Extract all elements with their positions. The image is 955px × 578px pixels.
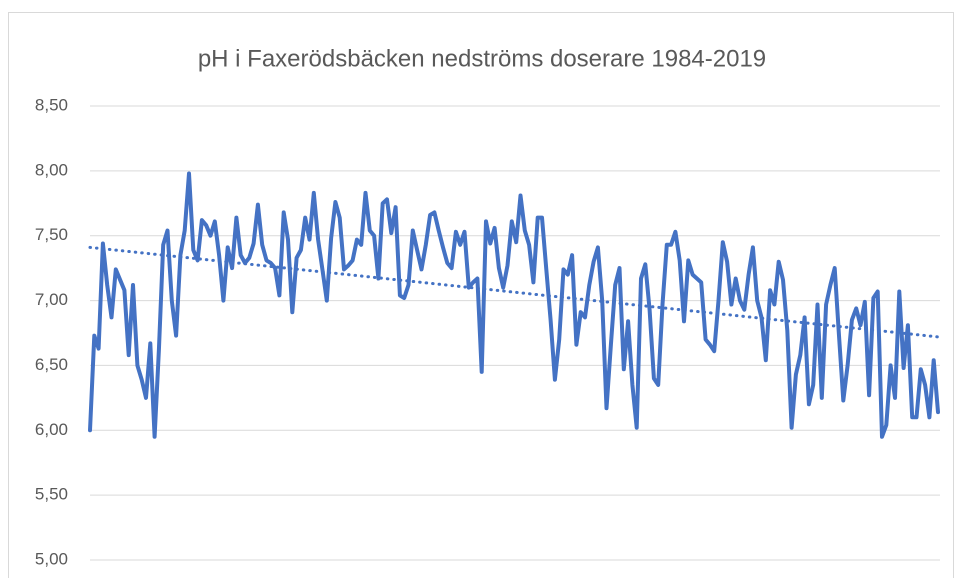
chart-frame [8,12,954,578]
trendline [88,245,940,339]
chart-title: pH i Faxerödsbäcken nedströms doserare 1… [198,45,766,72]
y-tick-label: 6,50 [35,355,68,374]
y-tick-label: 5,50 [35,485,68,504]
y-tick-label: 8,50 [35,95,68,114]
y-tick-label: 7,50 [35,225,68,244]
y-tick-label: 7,00 [35,290,68,309]
data-line [88,171,940,439]
y-tick-label: 6,00 [35,420,68,439]
y-tick-label: 8,00 [35,160,68,179]
y-tick-label: 5,00 [35,549,68,568]
